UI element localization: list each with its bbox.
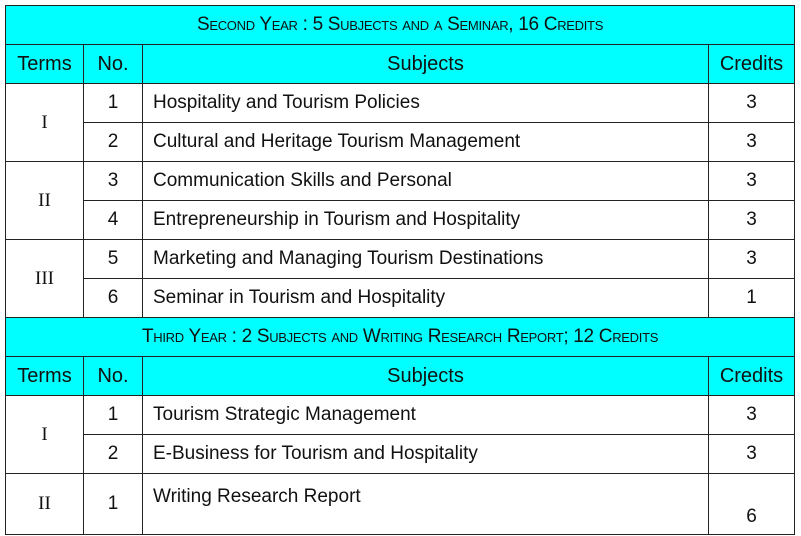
- term-cell: II: [5, 473, 84, 535]
- section-banner: Third Year : 2 Subjects and Writing Rese…: [4, 317, 796, 357]
- subject-credits: 3: [707, 395, 796, 435]
- table-row: 2 Cultural and Heritage Tourism Manageme…: [6, 122, 796, 162]
- subject-name: Hospitality and Tourism Policies: [142, 83, 709, 123]
- table-row: I 1 Hospitality and Tourism Policies 3: [5, 83, 796, 162]
- header-no: No.: [83, 356, 143, 396]
- header-terms: Terms: [5, 44, 84, 84]
- table-row: I 1 Tourism Strategic Management 3: [5, 395, 796, 474]
- subject-number: 3: [83, 161, 143, 201]
- subject-name: E-Business for Tourism and Hospitality: [142, 434, 709, 474]
- term-cell: I: [5, 395, 84, 474]
- table-row: II 1 Writing Research Report 6: [5, 473, 796, 535]
- subject-number: 6: [83, 278, 143, 318]
- header-credits: Credits: [707, 44, 796, 84]
- subject-name: Marketing and Managing Tourism Destinati…: [142, 239, 709, 279]
- subject-credits: 6: [707, 473, 796, 535]
- term-cell: II: [5, 161, 84, 240]
- subject-number: 4: [83, 200, 143, 240]
- subject-name: Cultural and Heritage Tourism Management: [142, 122, 709, 162]
- subject-name: Writing Research Report: [142, 473, 709, 535]
- table-row: III 5 Marketing and Managing Tourism Des…: [5, 239, 796, 318]
- table-row: 2 E-Business for Tourism and Hospitality…: [6, 434, 796, 474]
- subject-name: Seminar in Tourism and Hospitality: [142, 278, 709, 318]
- curriculum-table: Second Year : 5 Subjects and a Seminar, …: [4, 5, 796, 535]
- subject-credits: 3: [707, 434, 796, 474]
- section-banner-text: Second Year : 5 Subjects and a Seminar, …: [4, 5, 796, 45]
- section-banner-text: Third Year : 2 Subjects and Writing Rese…: [4, 317, 796, 357]
- subject-name: Communication Skills and Personal: [142, 161, 709, 201]
- table-row: II 3 Communication Skills and Personal 3: [5, 161, 796, 240]
- term-cell: III: [5, 239, 84, 318]
- subject-number: 2: [83, 122, 143, 162]
- subject-credits: 3: [707, 83, 796, 123]
- subject-number: 1: [83, 83, 143, 123]
- table-row: 6 Seminar in Tourism and Hospitality 1: [6, 278, 796, 318]
- subject-credits: 3: [707, 122, 796, 162]
- column-header-row: Terms No. Subjects Credits: [5, 356, 796, 396]
- subject-name: Tourism Strategic Management: [142, 395, 709, 435]
- header-credits: Credits: [707, 356, 796, 396]
- subject-number: 1: [83, 473, 143, 535]
- term-cell: I: [5, 83, 84, 162]
- header-subjects: Subjects: [142, 44, 709, 84]
- subject-credits: 3: [707, 161, 796, 201]
- subject-number: 5: [83, 239, 143, 279]
- subject-credits: 1: [707, 278, 796, 318]
- header-terms: Terms: [5, 356, 84, 396]
- subject-credits: 3: [707, 200, 796, 240]
- subject-credits: 3: [707, 239, 796, 279]
- header-subjects: Subjects: [142, 356, 709, 396]
- subject-number: 1: [83, 395, 143, 435]
- table-row: 4 Entrepreneurship in Tourism and Hospit…: [6, 200, 796, 240]
- header-no: No.: [83, 44, 143, 84]
- section-banner: Second Year : 5 Subjects and a Seminar, …: [4, 5, 796, 45]
- subject-number: 2: [83, 434, 143, 474]
- subject-name: Entrepreneurship in Tourism and Hospital…: [142, 200, 709, 240]
- column-header-row: Terms No. Subjects Credits: [5, 44, 796, 84]
